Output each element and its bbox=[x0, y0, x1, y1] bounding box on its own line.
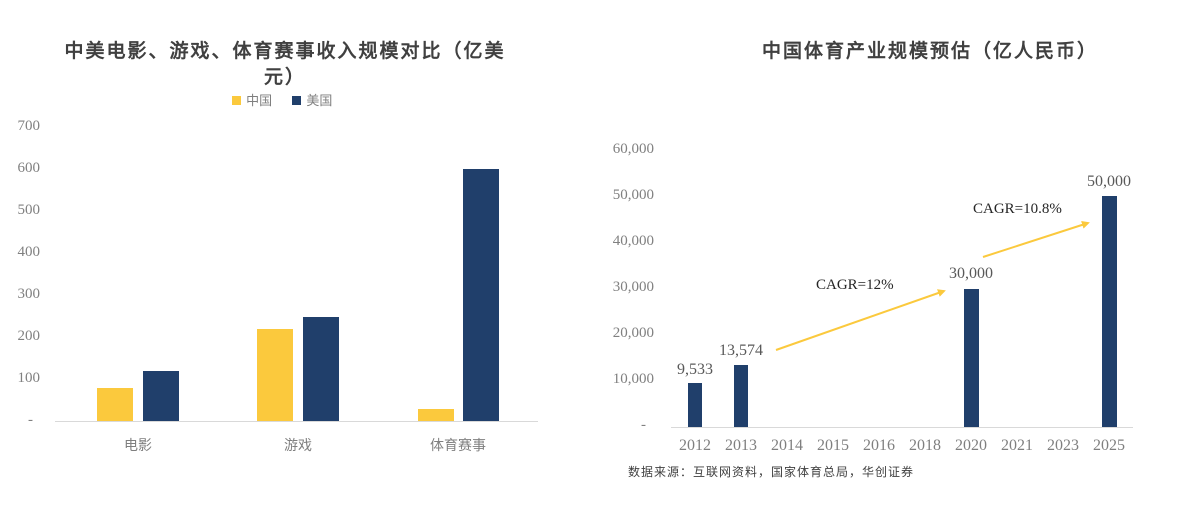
ytick: 400 bbox=[17, 244, 41, 260]
ytick: 200 bbox=[17, 328, 41, 344]
data-label-2012: 9,533 bbox=[677, 361, 713, 378]
left-title-line1: 中美电影、游戏、体育赛事收入规模对比（亿美 bbox=[64, 40, 506, 62]
xtick-year: 2012 bbox=[679, 437, 711, 454]
xtick-year: 2023 bbox=[1047, 437, 1079, 454]
bar-games-china bbox=[257, 329, 293, 421]
x-axis-line bbox=[671, 427, 1133, 428]
arrow-cagr-12 bbox=[775, 289, 946, 351]
arrow-cagr-10-8 bbox=[982, 221, 1090, 258]
bar-film-china bbox=[97, 388, 133, 421]
ytick: 30,000 bbox=[612, 279, 654, 295]
cagr-label-12: CAGR=12% bbox=[816, 277, 894, 293]
xtick-year: 2015 bbox=[817, 437, 849, 454]
bar-film-usa bbox=[143, 371, 179, 421]
xtick-year: 2021 bbox=[1001, 437, 1033, 454]
ytick: - bbox=[28, 412, 33, 428]
ytick: - bbox=[641, 417, 646, 433]
ytick: 10,000 bbox=[612, 371, 654, 387]
right-chart-title: 中国体育产业规模预估（亿人民币） bbox=[761, 40, 1098, 62]
source-note: 数据来源：互联网资料，国家体育总局，华创证券 bbox=[628, 465, 915, 479]
data-label-2020: 30,000 bbox=[949, 265, 993, 282]
bar-2013 bbox=[734, 365, 748, 427]
legend-label-china: 中国 bbox=[246, 94, 273, 109]
legend-label-usa: 美国 bbox=[306, 94, 333, 109]
left-title-line2: 元） bbox=[263, 66, 306, 88]
ytick: 300 bbox=[17, 286, 41, 302]
ytick: 20,000 bbox=[612, 325, 654, 341]
x-axis-line bbox=[55, 421, 538, 422]
xtick-year: 2025 bbox=[1093, 437, 1125, 454]
cagr-label-10-8: CAGR=10.8% bbox=[973, 201, 1062, 217]
xtick-film: 电影 bbox=[124, 438, 152, 454]
xtick-year: 2013 bbox=[725, 437, 757, 454]
left-legend: 中国 美国 bbox=[232, 90, 332, 109]
bar-2025 bbox=[1102, 196, 1117, 427]
bar-sports-china bbox=[418, 409, 454, 421]
ytick: 700 bbox=[17, 118, 41, 134]
data-label-2013: 13,574 bbox=[719, 342, 763, 359]
xtick-sports: 体育赛事 bbox=[430, 438, 486, 454]
bar-sports-usa bbox=[463, 169, 499, 421]
bar-2020 bbox=[964, 289, 979, 427]
ytick: 60,000 bbox=[612, 141, 654, 157]
ytick: 40,000 bbox=[612, 233, 654, 249]
xtick-games: 游戏 bbox=[284, 438, 312, 454]
legend-swatch-usa bbox=[292, 96, 302, 105]
xtick-year: 2018 bbox=[909, 437, 941, 454]
ytick: 50,000 bbox=[612, 187, 654, 203]
ytick: 100 bbox=[17, 370, 41, 386]
ytick: 500 bbox=[17, 202, 41, 218]
left-chart-title: 中美电影、游戏、体育赛事收入规模对比（亿美 元） bbox=[40, 38, 530, 90]
bar-2012 bbox=[688, 383, 702, 427]
legend-swatch-china bbox=[232, 96, 241, 105]
data-label-2025: 50,000 bbox=[1087, 173, 1131, 190]
ytick: 600 bbox=[17, 160, 41, 176]
xtick-year: 2016 bbox=[863, 437, 895, 454]
xtick-year: 2020 bbox=[955, 437, 987, 454]
bar-games-usa bbox=[303, 317, 339, 421]
xtick-year: 2014 bbox=[771, 437, 803, 454]
